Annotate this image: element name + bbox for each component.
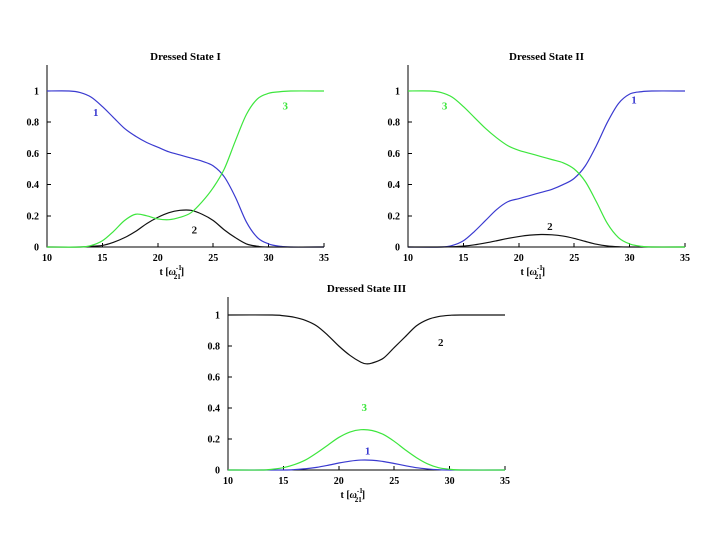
series-line-1 — [227, 459, 506, 471]
y-tick-label: 0.2 — [388, 211, 401, 222]
y-tick-label: 1 — [215, 311, 220, 322]
series-label-2: 2 — [192, 225, 198, 237]
series-line-2 — [46, 209, 325, 248]
y-tick-label: 0.8 — [388, 118, 401, 129]
series-label-1: 1 — [365, 446, 371, 458]
x-tick-label: 15 — [97, 253, 107, 264]
x-tick-label: 35 — [319, 253, 329, 264]
x-tick-label: 30 — [264, 253, 274, 264]
series-line-3 — [407, 90, 686, 248]
chart-title: Dressed State II — [509, 51, 584, 63]
series-line-3 — [46, 90, 325, 248]
x-tick-label: 20 — [153, 253, 163, 264]
y-tick-label: 0.2 — [208, 435, 221, 446]
x-tick-label: 10 — [42, 253, 52, 264]
series-line-2 — [407, 233, 686, 248]
y-tick-label: 0.4 — [208, 404, 221, 415]
y-tick-label: 0.8 — [27, 118, 40, 129]
y-tick-label: 0.4 — [27, 180, 40, 191]
x-tick-label: 35 — [680, 253, 690, 264]
chart-title: Dressed State III — [327, 283, 406, 295]
series-line-1 — [46, 90, 325, 248]
y-tick-label: 0.8 — [208, 342, 221, 353]
x-tick-label: 10 — [403, 253, 413, 264]
series-line-2 — [227, 314, 506, 365]
series-label-2: 2 — [438, 337, 444, 349]
x-axis-label: t [ω-1 21] — [521, 264, 546, 281]
x-tick-label: 30 — [625, 253, 635, 264]
axes — [227, 297, 505, 471]
x-tick-label: 25 — [569, 253, 579, 264]
x-tick-label: 30 — [445, 476, 455, 487]
y-tick-label: 1 — [395, 87, 400, 98]
series-line-1 — [407, 90, 686, 248]
x-axis-label: t [ω-1 21] — [160, 264, 185, 281]
series-label-3: 3 — [282, 101, 288, 113]
x-tick-label: 15 — [278, 476, 288, 487]
series-label-1: 1 — [631, 94, 637, 106]
x-tick-label: 25 — [208, 253, 218, 264]
x-tick-label: 15 — [458, 253, 468, 264]
series-line-3 — [227, 429, 506, 471]
panel-1: Dressed State I 10 15 20 25 30 35 0 0.2 0.4 0.6 0.8… — [27, 51, 330, 281]
x-tick-label: 20 — [514, 253, 524, 264]
y-tick-label: 0.6 — [208, 373, 221, 384]
y-tick-label: 1 — [34, 87, 39, 98]
x-tick-label: 20 — [334, 476, 344, 487]
y-tick-label: 0.6 — [27, 149, 40, 160]
y-tick-label: 0 — [395, 243, 400, 254]
y-tick-label: 0.4 — [388, 180, 401, 191]
y-tick-label: 0.2 — [27, 211, 40, 222]
axes — [407, 65, 685, 248]
x-axis-label: t [ω-1 21] — [341, 487, 366, 504]
x-tick-label: 25 — [389, 476, 399, 487]
y-tick-label: 0.6 — [388, 149, 401, 160]
panel-3: Dressed State III 10 15 20 25 30 35 0 0.2 0.4 0.6 0… — [208, 283, 511, 504]
panel-2: Dressed State II 10 15 20 25 30 35 0 0.2 0.4 0.6 0.… — [388, 51, 691, 281]
series-label-3: 3 — [362, 402, 368, 414]
chart-title: Dressed State I — [150, 51, 221, 63]
series-label-3: 3 — [442, 101, 448, 113]
series-label-2: 2 — [547, 221, 553, 233]
x-tick-label: 35 — [500, 476, 510, 487]
y-tick-label: 0 — [215, 466, 220, 477]
y-tick-label: 0 — [34, 243, 39, 254]
series-label-1: 1 — [93, 107, 99, 119]
x-tick-label: 10 — [223, 476, 233, 487]
